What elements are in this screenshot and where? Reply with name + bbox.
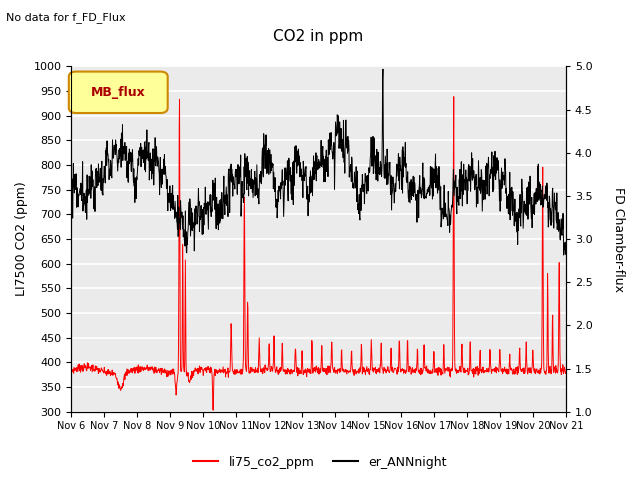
Text: MB_flux: MB_flux [91, 86, 146, 99]
Text: No data for f_FD_Flux: No data for f_FD_Flux [6, 12, 126, 23]
FancyBboxPatch shape [69, 72, 168, 113]
Y-axis label: FD Chamber-flux: FD Chamber-flux [612, 187, 625, 291]
Title: CO2 in ppm: CO2 in ppm [273, 29, 364, 44]
Legend: li75_co2_ppm, er_ANNnight: li75_co2_ppm, er_ANNnight [188, 451, 452, 474]
Y-axis label: LI7500 CO2 (ppm): LI7500 CO2 (ppm) [15, 181, 28, 297]
